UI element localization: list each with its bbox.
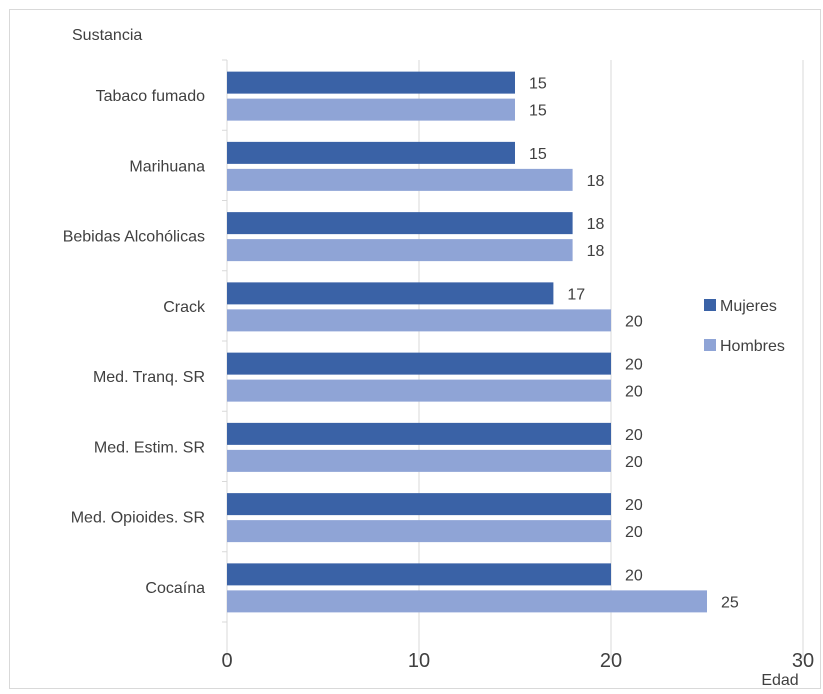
bar-hombres: [227, 379, 611, 402]
category-label: Crack: [163, 299, 206, 316]
data-label: 18: [587, 173, 605, 190]
bar-mujeres: [227, 282, 554, 305]
category-label: Med. Tranq. SR: [93, 369, 205, 386]
bar-hombres: [227, 98, 515, 121]
data-label: 17: [567, 286, 585, 303]
bar-hombres: [227, 449, 611, 472]
bar-hombres: [227, 590, 707, 613]
legend-label-mujeres: Mujeres: [720, 298, 777, 315]
data-label: 20: [625, 497, 643, 514]
category-labels: Tabaco fumado Marihuana Bebidas Alcohólica…: [63, 88, 206, 597]
category-label: Cocaína: [145, 580, 205, 597]
bar-mujeres: [227, 212, 573, 235]
legend: Mujeres Hombres: [704, 298, 785, 355]
data-label: 20: [625, 427, 643, 444]
x-tick-label: 30: [792, 650, 814, 672]
data-label: 18: [587, 243, 605, 260]
category-label: Marihuana: [129, 158, 205, 175]
legend-swatch-hombres: [704, 339, 716, 351]
bar-mujeres: [227, 422, 611, 445]
data-label: 20: [625, 313, 643, 330]
category-label: Tabaco fumado: [96, 88, 206, 105]
bar-hombres: [227, 239, 573, 262]
data-label: 15: [529, 103, 547, 120]
bar-hombres: [227, 309, 611, 332]
x-tick-label: 0: [221, 650, 232, 672]
legend-swatch-mujeres: [704, 299, 716, 311]
bar-mujeres: [227, 352, 611, 375]
data-label: 20: [625, 357, 643, 374]
category-label: Bebidas Alcohólicas: [63, 229, 205, 246]
data-label: 15: [529, 76, 547, 93]
x-tick-labels: 0 10 20 30: [221, 650, 814, 672]
bar-hombres: [227, 520, 611, 543]
category-label: Med. Opioides. SR: [71, 510, 205, 527]
bar-mujeres: [227, 493, 611, 516]
data-label: 20: [625, 524, 643, 541]
x-tick-label: 10: [408, 650, 430, 672]
data-label: 25: [721, 594, 739, 611]
data-label: 20: [625, 384, 643, 401]
bar-mujeres: [227, 71, 515, 94]
bars: 15 15 15 18 18 18 17 20 20 20 20 20 20 20 20 25: [227, 71, 739, 613]
bar-mujeres: [227, 563, 611, 586]
x-tick-label: 20: [600, 650, 622, 672]
bar-hombres: [227, 168, 573, 191]
data-label: 18: [587, 216, 605, 233]
x-axis-title: Edad: [761, 672, 798, 689]
category-label: Med. Estim. SR: [94, 439, 205, 456]
data-label: 20: [625, 454, 643, 471]
data-label: 15: [529, 146, 547, 163]
legend-label-hombres: Hombres: [720, 338, 785, 355]
bar-mujeres: [227, 141, 515, 164]
data-label: 20: [625, 567, 643, 584]
y-axis-title: Sustancia: [72, 27, 142, 44]
